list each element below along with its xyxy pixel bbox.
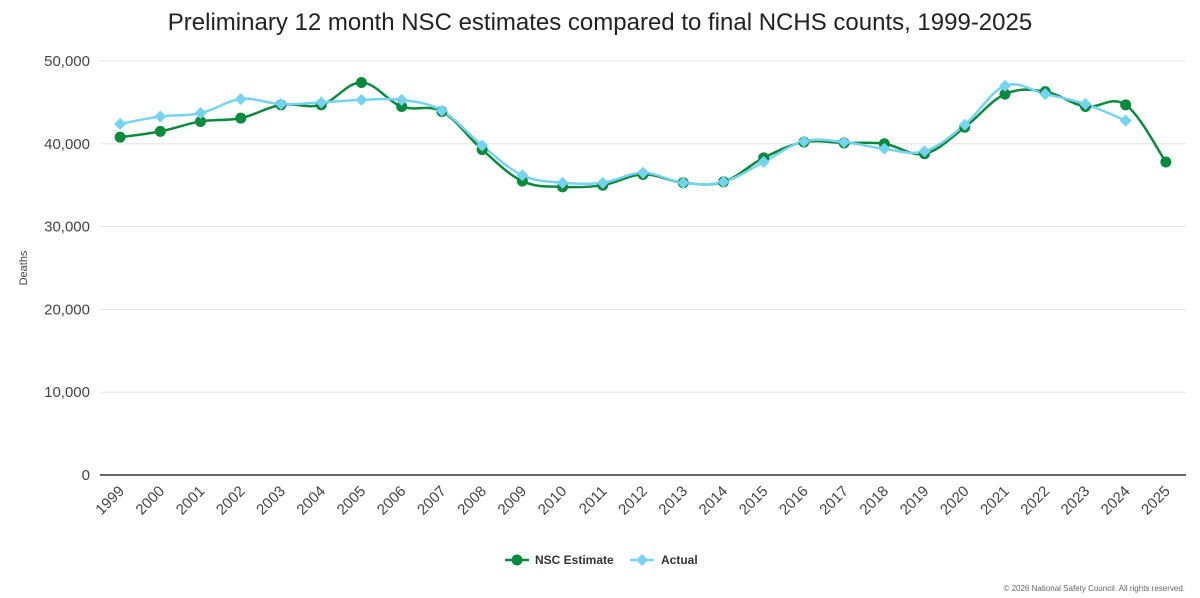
x-tick-label: 2009	[495, 483, 531, 519]
data-point-actual	[476, 139, 489, 152]
data-point-nsc-estimate	[355, 77, 367, 89]
data-point-nsc-estimate	[396, 101, 408, 113]
data-point-actual	[1079, 98, 1092, 111]
data-point-actual	[878, 142, 891, 155]
data-point-nsc-estimate	[1120, 99, 1132, 111]
data-point-nsc-estimate	[235, 112, 247, 124]
data-point-actual	[918, 145, 931, 158]
data-point-actual	[596, 176, 609, 189]
data-point-actual	[275, 98, 287, 111]
chart-title: Preliminary 12 month NSC estimates compa…	[168, 9, 1032, 36]
x-tick-label: 2013	[655, 483, 691, 519]
legend-marker-actual	[636, 554, 648, 566]
x-tick-label: 2023	[1058, 483, 1094, 519]
data-point-actual	[999, 79, 1011, 92]
x-tick-label: 2003	[253, 483, 289, 519]
data-point-actual	[1119, 114, 1132, 127]
data-point-nsc-estimate	[1160, 156, 1172, 168]
data-point-actual	[355, 93, 368, 106]
x-axis-ticks: 1999 2000 2001 2002 2003 2004 2005 2006 2007 2008…	[92, 483, 1173, 519]
data-point-actual	[114, 117, 127, 130]
data-point-actual	[234, 93, 247, 106]
gridlines	[100, 60, 1186, 476]
y-tick-label: 40,000	[44, 136, 90, 153]
data-point-actual	[637, 166, 649, 179]
y-tick-label: 10,000	[44, 384, 90, 401]
legend: NSC Estimate Actual	[505, 553, 698, 567]
legend-marker-nsc-estimate	[511, 554, 523, 566]
data-point-actual	[797, 135, 810, 148]
x-tick-label: 2002	[213, 483, 249, 519]
x-tick-label: 2016	[776, 483, 812, 519]
x-tick-label: 2025	[1138, 483, 1174, 519]
data-point-actual	[154, 110, 167, 123]
x-tick-label: 2014	[696, 483, 732, 519]
x-tick-label: 2024	[1098, 483, 1134, 519]
data-point-nsc-estimate	[154, 125, 166, 137]
x-tick-label: 2007	[414, 483, 450, 519]
x-tick-label: 2008	[454, 483, 490, 519]
data-point-nsc-estimate	[195, 115, 207, 127]
x-tick-label: 2012	[615, 483, 651, 519]
data-point-actual	[757, 156, 770, 169]
x-tick-label: 2005	[334, 483, 370, 519]
x-tick-label: 2006	[374, 483, 410, 519]
x-tick-label: 2010	[535, 483, 571, 519]
series-line-actual	[119, 83, 1127, 186]
x-tick-label: 2022	[1017, 483, 1053, 519]
legend-label-actual: Actual	[661, 553, 698, 567]
x-tick-label: 2017	[816, 483, 852, 519]
x-tick-label: 2000	[133, 483, 169, 519]
x-tick-label: 2019	[897, 483, 933, 519]
data-point-nsc-estimate	[999, 88, 1011, 100]
data-point-actual	[194, 107, 207, 120]
data-point-actual	[556, 176, 569, 189]
x-tick-label: 2015	[736, 483, 772, 519]
data-point-actual	[677, 176, 690, 189]
data-point-nsc-estimate	[114, 131, 126, 143]
data-point-actual	[435, 104, 448, 117]
data-point-actual	[315, 96, 328, 109]
y-axis-label: Deaths	[18, 250, 30, 285]
x-tick-label: 1999	[92, 483, 128, 519]
series-group	[114, 77, 1172, 193]
data-point-actual	[395, 93, 408, 106]
x-tick-label: 2001	[173, 483, 209, 519]
data-point-actual	[1039, 88, 1052, 101]
data-point-actual	[516, 169, 529, 182]
x-tick-label: 2020	[937, 483, 973, 519]
data-point-actual	[838, 136, 851, 149]
x-tick-label: 2011	[576, 483, 611, 518]
x-tick-label: 2004	[293, 483, 329, 519]
y-tick-label: 50,000	[44, 53, 90, 70]
series-markers	[114, 77, 1172, 193]
x-tick-label: 2018	[857, 483, 893, 519]
data-point-actual	[717, 175, 730, 188]
y-tick-label: 20,000	[44, 301, 90, 318]
y-tick-label: 0	[82, 467, 90, 484]
x-tick-label: 2021	[977, 483, 1013, 519]
copyright-footer: © 2026 National Safety Council. All righ…	[1003, 584, 1185, 593]
legend-label-nsc-estimate: NSC Estimate	[535, 553, 614, 567]
y-tick-label: 30,000	[44, 219, 90, 236]
data-point-actual	[958, 118, 971, 131]
y-axis-ticks: 0 10,000 20,000 30,000 40,000 50,000	[44, 53, 90, 484]
